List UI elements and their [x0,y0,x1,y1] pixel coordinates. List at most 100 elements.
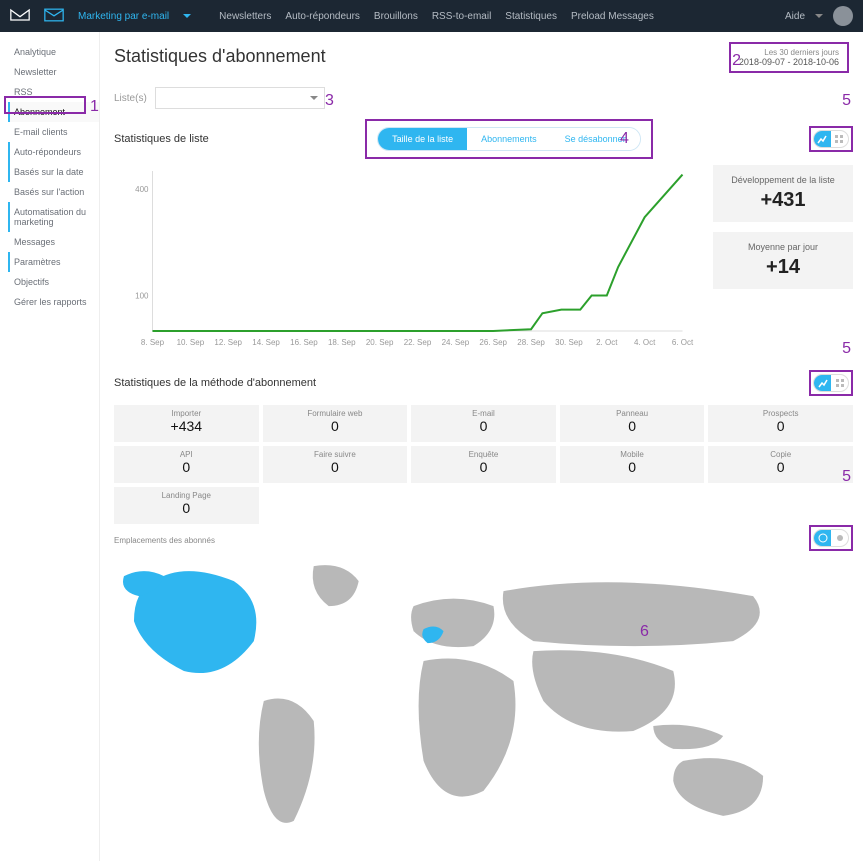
mail-icon[interactable] [44,8,64,25]
svg-text:20. Sep: 20. Sep [366,338,394,347]
view-toggle-map[interactable] [813,529,849,547]
method-label: Faire suivre [263,450,408,459]
method-label: Copie [708,450,853,459]
svg-text:28. Sep: 28. Sep [517,338,545,347]
topbar-left: Marketing par e-mail Newsletters Auto-rép… [10,8,654,25]
method-label: E-mail [411,409,556,418]
method-value: 0 [114,500,259,516]
sidebar-item[interactable]: E-mail clients [8,122,99,142]
svg-text:16. Sep: 16. Sep [290,338,318,347]
svg-text:400: 400 [135,185,149,194]
card-avg-value: +14 [721,256,845,279]
method-label: Panneau [560,409,705,418]
annotation-5b: 5 [842,340,851,358]
nav-item[interactable]: Brouillons [374,11,418,22]
world-map[interactable] [114,551,853,851]
nav-item[interactable]: Auto-répondeurs [285,11,360,22]
method-value: 0 [560,418,705,434]
chevron-down-icon[interactable] [815,14,823,18]
card-average: Moyenne par jour +14 [713,232,853,289]
method-value: 0 [411,459,556,475]
svg-text:100: 100 [135,291,149,300]
sidebar-item[interactable]: RSS [8,82,99,102]
logo-icon[interactable] [10,8,30,25]
method-cell: Formulaire web0 [263,405,408,442]
chevron-down-icon [310,96,318,100]
map-title: Emplacements des abonnés [114,536,215,545]
chart-area: 100 400 8. Sep 10. Sep 12. Sep 14. Sep 16. Sep… [114,165,853,355]
chevron-down-icon[interactable] [183,14,191,18]
grid-icon [831,375,848,391]
chart-icon [814,131,831,147]
globe-icon [814,530,831,546]
method-value: 0 [411,418,556,434]
svg-text:30. Sep: 30. Sep [555,338,583,347]
svg-text:8. Sep: 8. Sep [141,338,165,347]
method-cell: Prospects0 [708,405,853,442]
svg-text:10. Sep: 10. Sep [177,338,205,347]
listes-select[interactable] [155,87,325,109]
nav-marketing[interactable]: Marketing par e-mail [78,11,169,22]
card-development: Développement de la liste +431 [713,165,853,222]
stat-cards: Développement de la liste +431 Moyenne p… [713,165,853,355]
sidebar-item[interactable]: Automatisation du marketing [8,202,99,232]
section-method-title: Statistiques de la méthode d'abonnement [114,377,316,389]
annotation-5c: 5 [842,468,851,486]
view-toggle-chart-2[interactable] [813,374,849,392]
method-value: 0 [560,459,705,475]
segment-0[interactable]: Taille de la liste [378,128,467,150]
topbar: Marketing par e-mail Newsletters Auto-rép… [0,0,863,32]
sidebar-item[interactable]: Basés sur l'action [8,182,99,202]
nav-item[interactable]: Newsletters [219,11,271,22]
list-icon [831,530,848,546]
method-cell: API0 [114,446,259,483]
listes-label: Liste(s) [114,93,147,104]
method-label: Importer [114,409,259,418]
svg-text:18. Sep: 18. Sep [328,338,356,347]
chart-icon [814,375,831,391]
svg-text:14. Sep: 14. Sep [252,338,280,347]
method-value: 0 [708,418,853,434]
method-value: 0 [263,418,408,434]
sidebar-item[interactable]: Auto-répondeurs [8,142,99,162]
sidebar-item[interactable]: Messages [8,232,99,252]
sidebar-item[interactable]: Abonnement [8,102,99,122]
method-cell: Panneau0 [560,405,705,442]
annotation-2: 2 [732,52,741,70]
annotation-6: 6 [640,623,649,641]
daterange-value: 2018-09-07 - 2018-10-06 [739,57,839,67]
method-cell: Importer+434 [114,405,259,442]
method-value: +434 [114,418,259,434]
sidebar-item[interactable]: Paramètres [8,252,99,272]
main: Statistiques d'abonnement Les 30 dernier… [100,32,863,861]
method-label: Formulaire web [263,409,408,418]
segment-1[interactable]: Abonnements [467,128,551,150]
method-label: Prospects [708,409,853,418]
toggle-wrap-1 [809,126,853,152]
svg-text:12. Sep: 12. Sep [214,338,242,347]
sidebar-item[interactable]: Basés sur la date [8,162,99,182]
nav-item[interactable]: RSS-to-email [432,11,491,22]
sidebar-item[interactable]: Gérer les rapports [8,292,99,312]
sidebar-item[interactable]: Objectifs [8,272,99,292]
svg-text:22. Sep: 22. Sep [404,338,432,347]
card-dev-label: Développement de la liste [721,175,845,185]
sidebar-item[interactable]: Newsletter [8,62,99,82]
nav-item[interactable]: Statistiques [505,11,557,22]
sidebar-item[interactable]: Analytique [8,42,99,62]
daterange-picker[interactable]: Les 30 derniers jours 2018-09-07 - 2018-… [729,42,849,73]
nav-item[interactable]: Preload Messages [571,11,654,22]
segmented-wrap: Taille de la listeAbonnementsSe désabonn… [365,119,653,159]
help-link[interactable]: Aide [785,11,805,22]
method-stats-grid: Importer+434Formulaire web0E-mail0Pannea… [114,405,853,524]
avatar[interactable] [833,6,853,26]
grid-icon [831,131,848,147]
svg-text:4. Oct: 4. Oct [634,338,656,347]
view-toggle-chart[interactable] [813,130,849,148]
method-cell: Enquête0 [411,446,556,483]
sidebar: AnalytiqueNewsletterRSSAbonnementE-mail … [0,32,100,861]
toggle-wrap-3 [809,525,853,551]
svg-text:26. Sep: 26. Sep [479,338,507,347]
method-value: 0 [708,459,853,475]
svg-text:6. Oct: 6. Oct [672,338,694,347]
